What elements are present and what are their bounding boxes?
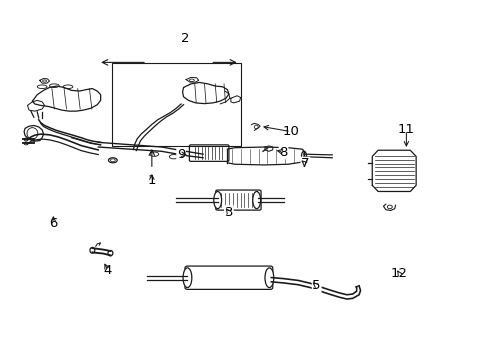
Text: 11: 11 [397,123,414,136]
Ellipse shape [213,192,221,209]
Ellipse shape [108,158,117,163]
Text: 4: 4 [103,264,112,277]
Ellipse shape [90,247,95,253]
Text: 12: 12 [390,267,407,280]
Ellipse shape [183,268,191,288]
Ellipse shape [264,268,273,288]
Ellipse shape [108,251,113,256]
Text: 8: 8 [279,145,287,158]
Ellipse shape [169,154,178,159]
Text: 7: 7 [301,157,309,170]
Ellipse shape [254,125,258,129]
Text: 6: 6 [49,216,58,230]
Text: 9: 9 [177,148,185,161]
Ellipse shape [110,159,115,162]
Ellipse shape [150,152,158,156]
Text: 1: 1 [147,174,156,186]
Text: 10: 10 [282,125,299,138]
Text: 5: 5 [312,279,320,292]
Ellipse shape [252,192,260,209]
Text: 2: 2 [181,32,189,45]
Bar [112,63,240,146]
Ellipse shape [301,151,306,160]
Text: 3: 3 [224,206,233,219]
